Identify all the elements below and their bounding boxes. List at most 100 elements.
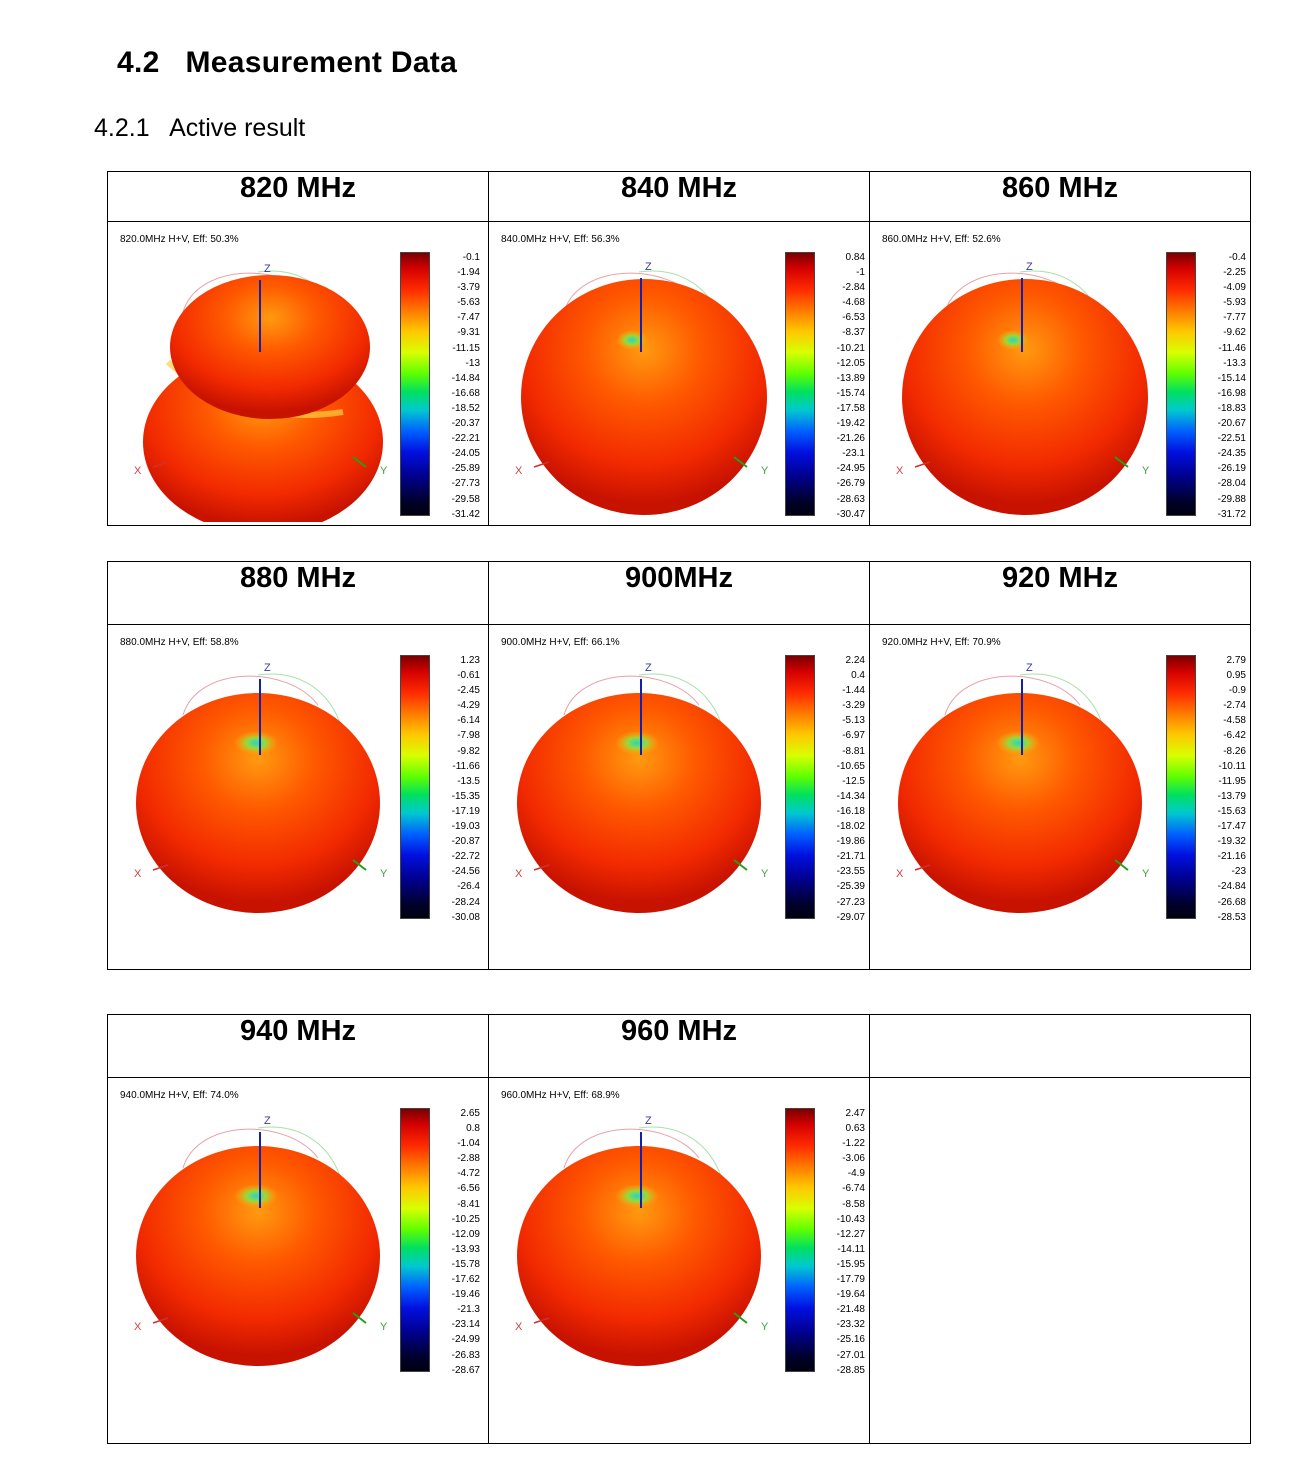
radiation-pattern-3d: Z X Y xyxy=(134,1115,388,1366)
pattern-surface xyxy=(517,693,761,913)
colorbar-tick-label: -3.29 xyxy=(842,700,865,712)
colorbar-tick-label: -28.63 xyxy=(836,493,865,505)
z-axis-label: Z xyxy=(264,662,271,674)
pattern-surface xyxy=(136,1146,380,1366)
plot-caption: 920.0MHz H+V, Eff: 70.9% xyxy=(882,637,1001,648)
y-axis-line xyxy=(352,859,367,871)
colorbar-tick-label: -8.37 xyxy=(842,327,865,339)
z-axis-label: Z xyxy=(645,261,652,273)
radiation-plot-cell: 960.0MHz H+V, Eff: 68.9% Z X Y 2.47 0.63 -1.22… xyxy=(488,1077,870,1444)
colorbar-tick-label: -12.27 xyxy=(836,1228,865,1240)
y-axis-label: Y xyxy=(761,465,769,477)
pattern-surface xyxy=(136,693,380,913)
colorbar-tick-label: 0.4 xyxy=(851,670,865,682)
colorbar-ticks: -0.1 -1.94 -3.79 -5.63 -7.47 -9.31 -11.15 -13 -1… xyxy=(438,250,480,522)
colorbar-tick-label: -28.53 xyxy=(1217,911,1246,923)
colorbar-tick-label: -1.94 xyxy=(457,267,480,279)
colorbar-tick-label: 0.63 xyxy=(845,1123,865,1135)
colorbar xyxy=(400,252,430,516)
x-axis-line xyxy=(533,864,550,871)
colorbar-tick-label: -14.84 xyxy=(451,372,480,384)
colorbar-tick-label: -17.58 xyxy=(836,402,865,414)
colorbar-tick-label: -29.07 xyxy=(836,911,865,923)
plot-caption: 900.0MHz H+V, Eff: 66.1% xyxy=(501,637,620,648)
freq-header: 900MHz xyxy=(488,561,870,625)
z-axis-label: Z xyxy=(264,263,271,275)
colorbar-tick-label: -26.79 xyxy=(836,478,865,490)
results-table-row1: 820 MHz 840 MHz 860 MHz 820.0MHz H+V, Ef… xyxy=(107,171,1251,526)
plot-caption: 880.0MHz H+V, Eff: 58.8% xyxy=(120,637,239,648)
colorbar-tick-label: -23 xyxy=(1231,866,1246,878)
colorbar-tick-label: -23.14 xyxy=(451,1319,480,1331)
colorbar-tick-label: -22.21 xyxy=(451,433,480,445)
radiation-plot-cell: 940.0MHz H+V, Eff: 74.0% Z X Y 2.65 0.8 -1.04 -… xyxy=(107,1077,489,1444)
colorbar-tick-label: -24.56 xyxy=(451,866,480,878)
colorbar-tick-label: -4.09 xyxy=(1223,282,1246,294)
colorbar-tick-label: -9.31 xyxy=(457,327,480,339)
colorbar-tick-label: -24.95 xyxy=(836,463,865,475)
x-axis-label: X xyxy=(515,465,523,477)
colorbar-tick-label: -21.71 xyxy=(836,851,865,863)
radiation-plot-cell: 920.0MHz H+V, Eff: 70.9% Z X Y 2.79 0.95 -0.9 -… xyxy=(869,624,1251,970)
colorbar-tick-label: -8.81 xyxy=(842,745,865,757)
colorbar-tick-label: -4.72 xyxy=(457,1168,480,1180)
colorbar-tick-label: -0.1 xyxy=(462,252,480,263)
y-axis-line xyxy=(733,1312,748,1324)
y-axis-label: Y xyxy=(380,465,388,477)
colorbar-tick-label: -4.9 xyxy=(847,1168,865,1180)
colorbar-ticks: 1.23 -0.61 -2.45 -4.29 -6.14 -7.98 -9.82 -11.66… xyxy=(438,653,480,925)
colorbar-tick-label: -10.25 xyxy=(451,1213,480,1225)
colorbar-tick-label: -4.58 xyxy=(1223,715,1246,727)
pattern-null xyxy=(234,1184,278,1208)
freq-header: 960 MHz xyxy=(488,1014,870,1078)
y-axis-label: Y xyxy=(1142,868,1150,880)
colorbar-tick-label: 2.24 xyxy=(845,655,865,666)
colorbar-tick-label: -12.09 xyxy=(451,1228,480,1240)
colorbar-tick-label: -25.39 xyxy=(836,881,865,893)
results-table-row3: 940 MHz 960 MHz 940.0MHz H+V, Eff: 74.0%… xyxy=(107,1014,1251,1444)
colorbar xyxy=(785,655,815,919)
colorbar-tick-label: -1.44 xyxy=(842,685,865,697)
z-axis-label: Z xyxy=(1026,261,1033,273)
y-axis-label: Y xyxy=(761,1321,769,1333)
colorbar-tick-label: -18.52 xyxy=(451,402,480,414)
y-axis-line xyxy=(733,859,748,871)
colorbar-tick-label: -22.51 xyxy=(1217,433,1246,445)
colorbar-tick-label: -19.64 xyxy=(836,1289,865,1301)
colorbar-tick-label: -7.77 xyxy=(1223,312,1246,324)
radiation-pattern-3d: Z X Y xyxy=(896,662,1150,913)
colorbar-tick-label: -11.46 xyxy=(1218,342,1246,354)
pattern-null xyxy=(615,731,659,755)
colorbar xyxy=(400,655,430,919)
colorbar-tick-label: -19.03 xyxy=(451,821,480,833)
colorbar-tick-label: -17.79 xyxy=(836,1274,865,1286)
freq-header: 820 MHz xyxy=(107,171,489,222)
x-axis-label: X xyxy=(896,868,904,880)
colorbar-ticks: 0.84 -1 -2.84 -4.68 -6.53 -8.37 -10.21 -12.05 -1… xyxy=(823,250,865,522)
x-axis-line xyxy=(152,461,169,468)
colorbar-tick-label: -6.42 xyxy=(1223,730,1246,742)
colorbar-tick-label: -29.58 xyxy=(451,493,480,505)
colorbar-tick-label: -11.95 xyxy=(1218,775,1246,787)
plot-caption: 860.0MHz H+V, Eff: 52.6% xyxy=(882,234,1001,245)
colorbar-tick-label: -13 xyxy=(465,357,480,369)
colorbar-tick-label: -28.04 xyxy=(1217,478,1246,490)
colorbar-tick-label: -15.63 xyxy=(1217,805,1246,817)
orbit-curve xyxy=(182,675,319,716)
colorbar xyxy=(1166,655,1196,919)
colorbar-tick-label: -2.84 xyxy=(842,282,865,294)
colorbar-tick-label: -25.89 xyxy=(451,463,480,475)
colorbar-tick-label: -24.99 xyxy=(451,1334,480,1346)
colorbar-tick-label: -13.3 xyxy=(1223,357,1246,369)
colorbar-tick-label: -21.3 xyxy=(457,1304,480,1316)
colorbar-tick-label: -22.72 xyxy=(451,851,480,863)
colorbar-tick-label: -20.67 xyxy=(1217,418,1246,430)
colorbar-tick-label: -17.62 xyxy=(451,1274,480,1286)
x-axis-line xyxy=(533,461,550,468)
colorbar-tick-label: -21.26 xyxy=(836,433,865,445)
x-axis-line xyxy=(914,864,931,871)
colorbar-tick-label: -30.47 xyxy=(836,508,865,520)
colorbar-tick-label: -10.43 xyxy=(836,1213,865,1225)
colorbar-tick-label: -13.93 xyxy=(451,1243,480,1255)
colorbar-tick-label: -25.16 xyxy=(836,1334,865,1346)
